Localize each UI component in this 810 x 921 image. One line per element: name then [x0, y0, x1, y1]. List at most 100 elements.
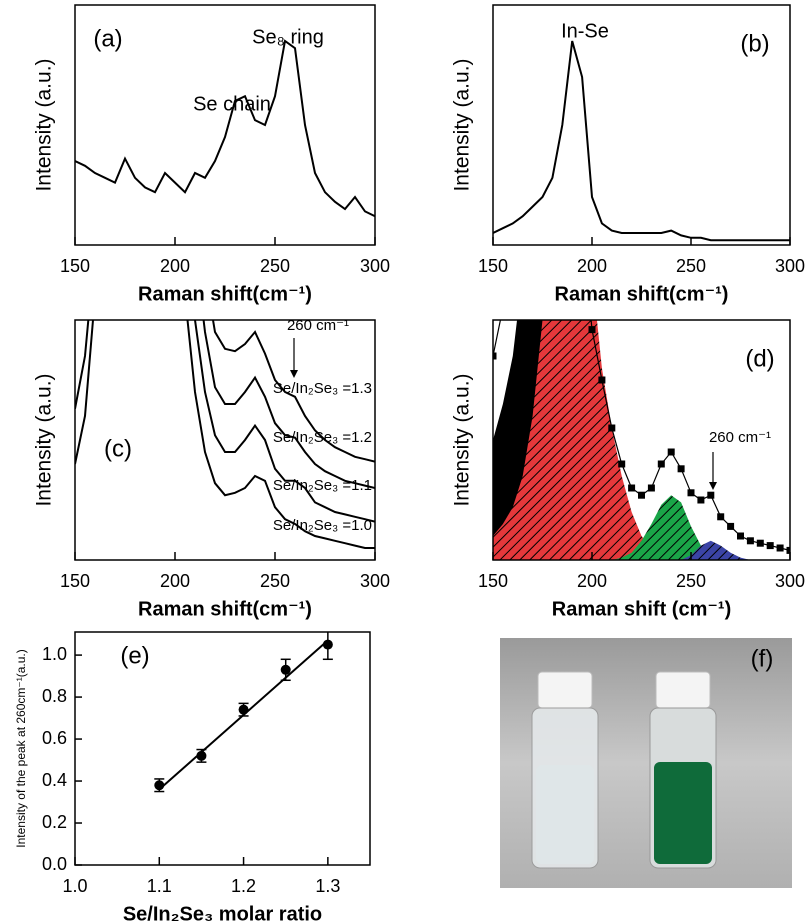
x-tick-label: 300 [360, 256, 390, 276]
data-point [786, 546, 790, 554]
x-axis-label: Raman shift(cm⁻¹) [555, 283, 729, 305]
spectrum-line [75, 320, 375, 523]
fitted-peak-area [493, 320, 790, 560]
x-tick-label: 1.0 [62, 876, 87, 896]
plot-frame [492, 319, 791, 561]
data-point [638, 491, 645, 499]
x-tick-label: 250 [676, 571, 706, 591]
data-point [766, 542, 774, 550]
data-point [727, 522, 735, 530]
plot-area [75, 39, 375, 218]
data-point [280, 664, 291, 675]
x-tick-label: 150 [60, 571, 90, 591]
x-axis-label: Se/In₂Se₃ molar ratio [123, 903, 322, 921]
series-label: Se/In₂Se₃ =1.0 [273, 517, 372, 534]
plot-frame [74, 4, 376, 246]
data-point [628, 484, 636, 492]
data-point [519, 149, 526, 156]
x-tick-label: 150 [478, 256, 508, 276]
panel: 150 200 250 300 Raman shift(cm⁻¹) Intensity (… [451, 4, 805, 305]
vial-liquid-clear [536, 765, 594, 864]
data-point [717, 513, 725, 521]
x-tick-label: 150 [478, 571, 508, 591]
data-point [499, 305, 506, 312]
arrow-head [290, 370, 298, 378]
data-point [657, 460, 665, 468]
fitted-peak-area [493, 540, 790, 560]
plot-area [493, 77, 790, 560]
panel: 1.0 1.1 1.2 1.3 0.0 0.2 0.4 0.6 0.8 1.0 Se/In₂Se₃ … [14, 631, 371, 921]
plot-frame [492, 4, 791, 246]
panel: 150 200 250 300 Raman shift (cm⁻¹) Intensity … [451, 77, 805, 620]
x-tick-label: 1.3 [315, 876, 340, 896]
spectrum-line [493, 40, 790, 242]
y-tick-label: 0.2 [42, 812, 67, 832]
data-point [196, 750, 207, 761]
data-point [687, 489, 695, 497]
panel: 150 200 250 300 Raman shift(cm⁻¹) Intensity (… [33, 317, 390, 620]
spectrum-line [75, 320, 375, 549]
series-label: Se/In₂Se₃ =1.1 [273, 477, 372, 494]
x-tick-label: 250 [260, 256, 290, 276]
panel-label: (f) [751, 645, 774, 672]
data-point [618, 460, 626, 468]
plot-area [75, 320, 375, 549]
spectrum-line [211, 320, 375, 463]
data-point [756, 539, 764, 547]
x-tick-label: 300 [775, 256, 805, 276]
plot-area [493, 40, 790, 242]
y-tick-label: 0.0 [42, 854, 67, 874]
panel-label: (d) [745, 345, 774, 372]
annotation: Se chain [193, 93, 271, 115]
x-tick-label: 150 [60, 256, 90, 276]
panel-label: (b) [740, 30, 769, 57]
y-axis-label: Intensity (a.u.) [451, 58, 474, 191]
data-point [677, 465, 685, 473]
data-point [322, 639, 333, 650]
panel: 150 200 250 300 Raman shift(cm⁻¹) Intensity (… [33, 4, 390, 305]
annotation: In-Se [561, 20, 609, 42]
x-axis-label: Raman shift(cm⁻¹) [138, 598, 312, 620]
fitted-peak-area [493, 495, 790, 560]
data-point [776, 544, 784, 552]
x-axis-label: Raman shift (cm⁻¹) [552, 598, 731, 620]
data-point [667, 448, 675, 456]
x-axis-label: Raman shift(cm⁻¹) [138, 283, 312, 305]
x-tick-label: 200 [577, 571, 607, 591]
data-point [598, 376, 606, 384]
data-point [529, 77, 536, 84]
x-tick-label: 1.1 [147, 876, 172, 896]
y-tick-label: 1.0 [42, 644, 67, 664]
x-tick-label: 1.2 [231, 876, 256, 896]
vial-cap [655, 671, 711, 709]
plot-frame [74, 319, 376, 561]
y-axis-label: Intensity of the peak at 260cm⁻¹(a.u.) [14, 649, 28, 847]
y-tick-label: 0.6 [42, 728, 67, 748]
y-axis-label: Intensity (a.u.) [451, 373, 474, 506]
x-tick-label: 300 [360, 571, 390, 591]
data-point [493, 352, 497, 360]
panel-label: (a) [93, 25, 122, 52]
panel-label: (c) [104, 435, 132, 462]
y-tick-label: 0.4 [42, 770, 67, 790]
vial-liquid-green [654, 762, 712, 864]
plot-area [154, 632, 333, 793]
x-tick-label: 300 [775, 571, 805, 591]
x-tick-label: 250 [676, 256, 706, 276]
y-tick-label: 0.8 [42, 686, 67, 706]
panel-label: (e) [120, 642, 149, 669]
plot-frame [74, 631, 371, 866]
series-label: Se/In₂Se₃ =1.3 [273, 380, 372, 397]
data-point [238, 704, 249, 715]
data-point [737, 532, 744, 540]
data-point [608, 424, 616, 432]
photo-panel: (f) [500, 638, 792, 888]
data-point [588, 326, 596, 334]
arrow-head [709, 482, 717, 490]
x-tick-label: 200 [160, 571, 190, 591]
data-point [697, 496, 705, 504]
spectrum-line [75, 39, 375, 218]
vial-cap [537, 671, 593, 709]
y-axis-label: Intensity (a.u.) [33, 373, 56, 506]
